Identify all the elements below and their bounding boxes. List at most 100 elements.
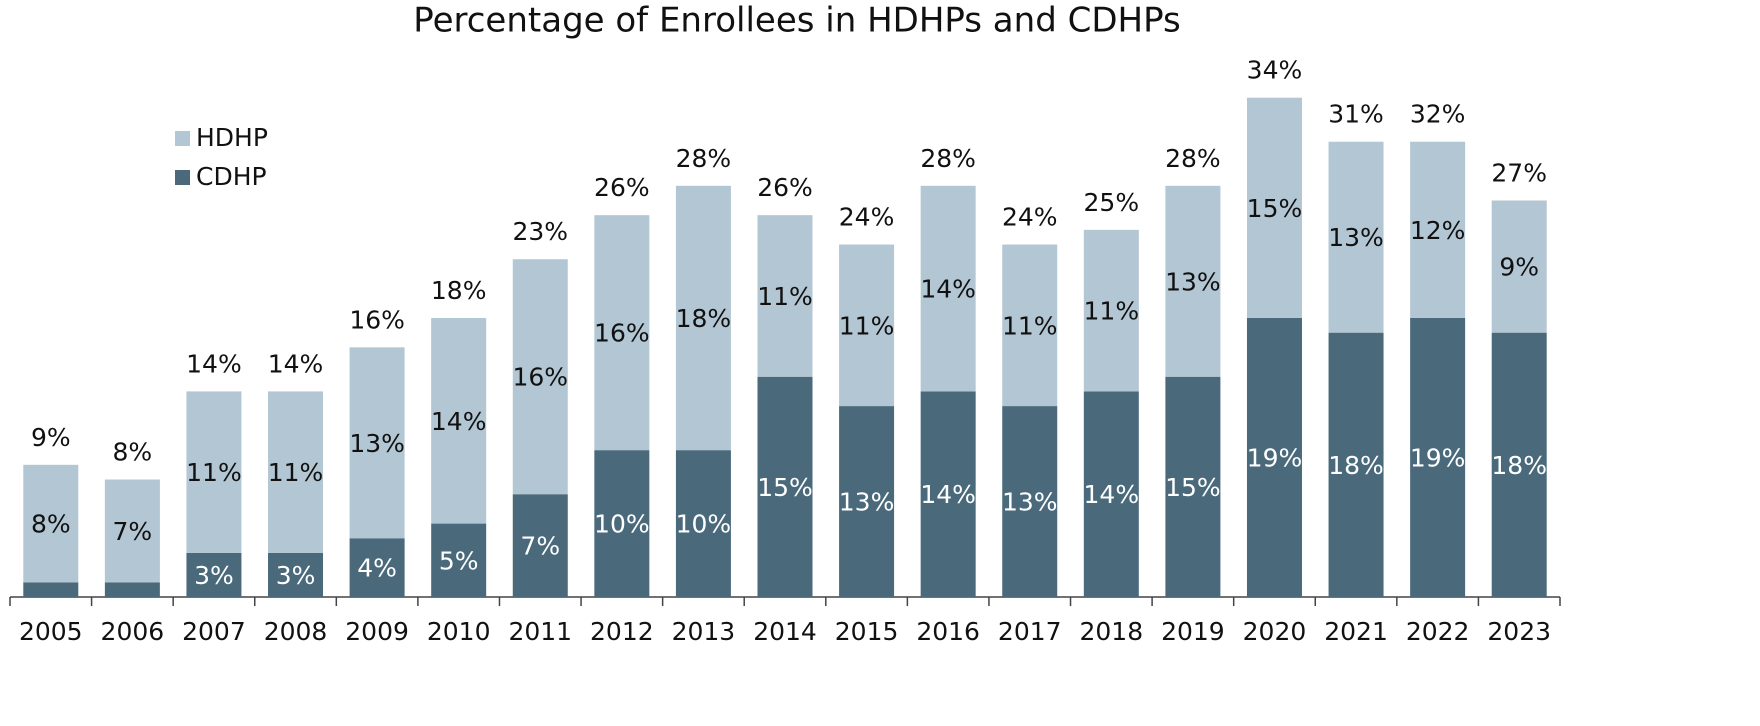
bar-segment [268,391,324,553]
x-tick-label: 2020 [1243,617,1307,646]
data-label: 11% [1084,297,1140,326]
bar-segment [1491,200,1547,333]
legend-label: CDHP [196,162,267,191]
bar-segment [757,215,813,377]
bar-segment [268,552,324,597]
total-label: 27% [1491,158,1547,187]
x-tick-label: 2008 [264,617,328,646]
data-label: 11% [1002,311,1058,340]
total-label: 31% [1328,100,1384,129]
x-tick-label: 2019 [1161,617,1225,646]
data-label: 15% [1165,473,1221,502]
data-label: 19% [1247,443,1303,472]
total-label: 25% [1084,188,1140,217]
data-label: 9% [1499,253,1539,282]
bar-segment [23,464,79,583]
data-label: 13% [1002,488,1058,517]
bar-segment [1165,185,1221,377]
total-label: 9% [31,423,71,452]
bar-segment [104,479,160,583]
total-label: 32% [1410,100,1466,129]
x-tick-label: 2014 [753,617,817,646]
bar-segment [1246,317,1302,597]
legend-swatch [175,170,190,185]
data-label: 11% [839,311,895,340]
bar-segment [594,450,650,597]
bar-segment [23,582,79,597]
x-tick-label: 2018 [1080,617,1144,646]
x-tick-label: 2023 [1487,617,1551,646]
x-tick-label: 2005 [19,617,83,646]
bar-segment [920,185,976,392]
data-label: 18% [676,304,732,333]
bar-segment [1002,244,1058,407]
bar-segment [920,391,976,597]
data-label: 13% [349,429,405,458]
data-label: 8% [31,510,71,539]
bar-segment [1165,376,1221,597]
data-label: 3% [276,561,316,590]
bar-segment [1083,391,1139,597]
data-label: 13% [1165,267,1221,296]
data-label: 18% [1491,451,1547,480]
total-label: 14% [186,349,242,378]
data-label: 13% [1328,223,1384,252]
total-label: 28% [920,144,976,173]
data-label: 15% [757,473,813,502]
bar-segment [675,185,731,451]
legend-label: HDHP [196,123,268,152]
data-label: 18% [1328,451,1384,480]
bar-segment [594,215,650,451]
bar-segment [1410,141,1466,318]
x-tick-label: 2012 [590,617,654,646]
bar-segment [186,391,242,553]
bar-segment [1328,332,1384,597]
total-label: 14% [268,349,324,378]
x-tick-label: 2015 [835,617,899,646]
total-label: 24% [1002,203,1058,232]
data-label: 11% [186,458,242,487]
data-label: 10% [676,510,732,539]
x-tick-label: 2016 [916,617,980,646]
x-tick-label: 2009 [345,617,409,646]
x-tick-label: 2021 [1324,617,1388,646]
bar-segment [1246,97,1302,318]
bar-segment [104,582,160,597]
data-label: 14% [431,407,487,436]
data-label: 16% [594,319,650,348]
x-tick-label: 2011 [508,617,572,646]
total-label: 26% [757,173,813,202]
bar-segment [1002,406,1058,597]
data-label: 11% [268,458,324,487]
x-tick-label: 2013 [672,617,736,646]
data-label: 14% [1084,480,1140,509]
bar-segment [431,523,487,597]
bar-segment [1328,141,1384,333]
bar-segment [757,376,813,597]
bar-segment [1491,332,1547,597]
bar-segment [675,450,731,597]
total-label: 18% [431,276,487,305]
data-label: 19% [1410,443,1466,472]
x-tick-label: 2010 [427,617,491,646]
bar-segment [349,347,405,539]
data-label: 7% [520,532,560,561]
data-label: 7% [113,517,153,546]
data-label: 3% [194,561,234,590]
total-label: 28% [1165,144,1221,173]
bar-segment [1083,229,1139,392]
x-tick-label: 2007 [182,617,246,646]
x-tick-label: 2006 [101,617,165,646]
data-label: 12% [1410,216,1466,245]
data-label: 10% [594,510,650,539]
data-label: 5% [439,546,479,575]
bar-segment [431,317,487,524]
total-label: 34% [1247,56,1303,85]
total-label: 8% [113,438,153,467]
data-label: 15% [1247,194,1303,223]
bar-segment [1410,317,1466,597]
data-label: 16% [512,363,568,392]
total-label: 16% [349,305,405,334]
data-label: 13% [839,488,895,517]
